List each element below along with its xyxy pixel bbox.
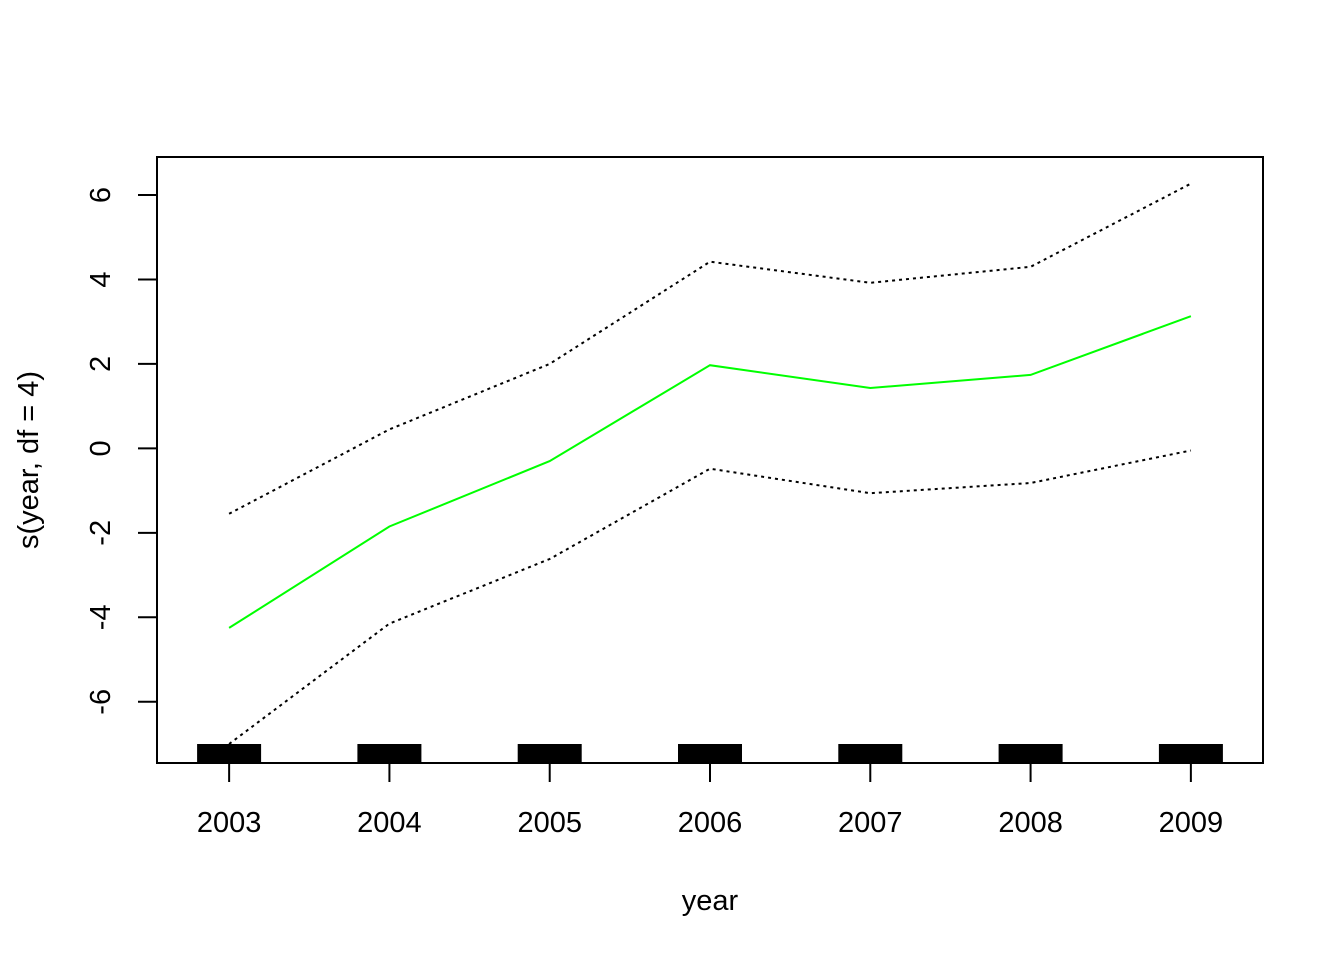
- y-axis-label: s(year, df = 4): [13, 371, 45, 549]
- y-tick-label-6: 6: [85, 187, 117, 203]
- axes: 2003 2004 2005 2006 2007 2008 2009 -6 -4 -2 0 2 4 6: [85, 187, 1223, 839]
- rug-mark-2009: [1158, 744, 1223, 763]
- rug-mark-2004: [357, 744, 422, 763]
- y-tick-label--6: -6: [85, 689, 117, 715]
- rug-mark-2003: [197, 744, 262, 763]
- y-tick-label-0: 0: [85, 440, 117, 456]
- y-tick-label--4: -4: [85, 604, 117, 630]
- rug-mark-2008: [998, 744, 1063, 763]
- y-tick-label-4: 4: [85, 271, 117, 287]
- plot-marks: [228, 182, 1192, 745]
- x-tick-label-2005: 2005: [517, 807, 582, 839]
- series-line-fit: [228, 315, 1192, 629]
- x-tick-label-2009: 2009: [1159, 807, 1224, 839]
- rug-mark-2007: [838, 744, 903, 763]
- rug-marks: [197, 744, 1223, 763]
- rug-mark-2005: [517, 744, 582, 763]
- x-tick-label-2004: 2004: [357, 807, 422, 839]
- x-tick-label-2006: 2006: [678, 807, 743, 839]
- series-line-lower: [228, 449, 1192, 745]
- x-tick-label-2007: 2007: [838, 807, 903, 839]
- plot-frame: [156, 156, 1264, 764]
- y-tick-label--2: -2: [85, 520, 117, 546]
- rug-mark-2006: [678, 744, 742, 763]
- x-tick-label-2003: 2003: [197, 807, 262, 839]
- y-tick-label-2: 2: [85, 356, 117, 372]
- x-axis-label: year: [682, 885, 739, 917]
- series-line-upper: [228, 182, 1192, 515]
- x-tick-label-2008: 2008: [998, 807, 1063, 839]
